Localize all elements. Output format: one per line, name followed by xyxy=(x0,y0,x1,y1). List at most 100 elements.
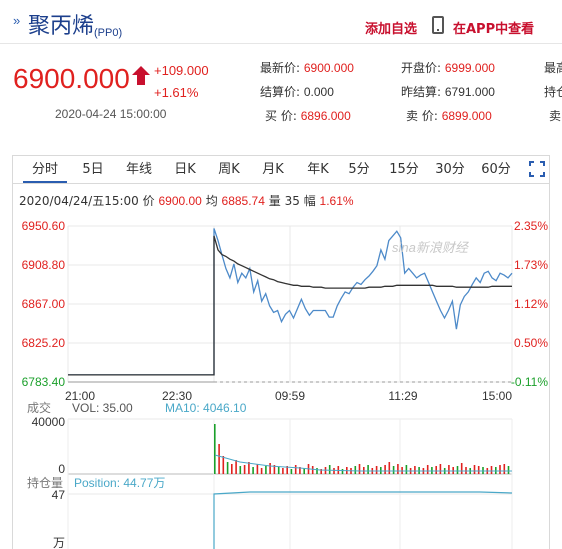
volume-bar xyxy=(265,466,267,474)
volume-bar xyxy=(358,464,361,474)
volume-bar xyxy=(231,464,233,474)
info-price: 6900.00 xyxy=(158,194,202,208)
volume-bar xyxy=(477,466,480,474)
field-value: 6791.000 xyxy=(444,85,495,99)
chart-grid xyxy=(67,225,513,549)
volume-ma-text: MA10: 4046.10 xyxy=(165,401,247,415)
instrument-code: (PP0) xyxy=(94,27,123,39)
info-avg: 6885.74 xyxy=(221,194,265,208)
x-tick-label: 15:00 xyxy=(482,389,512,403)
field-bid: 买 价: 6896.000 xyxy=(265,107,351,124)
volume-vol-text: VOL: 35.00 xyxy=(72,401,133,415)
info-date: 2020/04/24/五15:00 xyxy=(19,194,139,208)
field-value: 6999.000 xyxy=(444,61,495,75)
period-tabs: 分时 5日 年线 日K 周K 月K 年K 5分 15分 30分 60分 xyxy=(12,155,550,183)
y-tick-label-pct: 1.12% xyxy=(514,297,548,311)
add-watchlist-link[interactable]: 添加自选 xyxy=(365,22,418,37)
volume-bar xyxy=(414,466,416,474)
tab-yearly-k[interactable]: 年K xyxy=(307,162,329,177)
volume-bar xyxy=(218,444,220,474)
field-label: 卖 价: xyxy=(406,109,442,123)
position-text: Position: 44.77万 xyxy=(74,476,165,490)
volume-ma-line xyxy=(214,454,512,472)
y-tick-label: 6825.20 xyxy=(22,336,66,350)
tab-monthly-k[interactable]: 月K xyxy=(262,162,284,177)
field-label: 开盘价: xyxy=(401,61,445,75)
tab-daily-k[interactable]: 日K xyxy=(174,162,196,177)
volume-bar xyxy=(341,469,344,474)
field-high: 最高 xyxy=(544,59,562,76)
volume-bar xyxy=(248,462,250,474)
volume-bar xyxy=(426,465,429,474)
y-tick-label: 6783.40 xyxy=(22,375,66,389)
field-label: 昨结算: xyxy=(401,85,445,99)
field-settlement: 结算价: 0.000 xyxy=(260,83,334,100)
volume-bar xyxy=(384,465,386,474)
quote-datetime: 2020-04-24 15:00:00 xyxy=(55,107,167,121)
field-open-price: 开盘价: 6999.000 xyxy=(401,59,495,76)
volume-bar xyxy=(392,466,395,474)
volume-bar xyxy=(282,468,284,474)
field-ask: 卖 价: 6899.000 xyxy=(406,107,492,124)
tab-30min[interactable]: 30分 xyxy=(435,162,465,177)
info-vol-label: 量 xyxy=(268,194,281,208)
tab-5min[interactable]: 5分 xyxy=(348,162,370,177)
volume-bar xyxy=(354,466,357,474)
tab-weekly-k[interactable]: 周K xyxy=(218,162,240,177)
chart-info-bar: 2020/04/24/五15:00 价 6900.00 均 6885.74 量 … xyxy=(19,192,354,209)
x-tick-label: 09:59 xyxy=(275,389,305,403)
field-label: 卖 xyxy=(549,109,562,123)
price-change: +109.000 xyxy=(154,63,209,78)
field-last-price: 最新价: 6900.000 xyxy=(260,59,354,76)
y-tick-label-pct: -0.11% xyxy=(511,375,548,389)
tab-5day[interactable]: 5日 xyxy=(82,162,104,177)
field-value: 6896.000 xyxy=(300,109,351,123)
last-price: 6900.000 xyxy=(13,63,130,94)
info-vol: 35 xyxy=(284,194,300,208)
volume-bar xyxy=(294,465,297,474)
x-tick-label: 21:00 xyxy=(65,389,95,403)
volume-label: 成交 xyxy=(27,400,51,415)
field-label: 持仓 xyxy=(544,85,562,99)
y-tick-label-pct: 2.35% xyxy=(514,219,548,233)
volume-bar xyxy=(405,465,408,474)
position-tick-unit: 万 xyxy=(53,536,65,549)
tab-year-line[interactable]: 年线 xyxy=(125,162,152,177)
field-prev-settlement: 昨结算: 6791.000 xyxy=(401,83,495,100)
page-header: » 聚丙烯 (PP0) 添加自选 在APP中查看 xyxy=(0,0,562,44)
volume-tick-top: 40000 xyxy=(32,415,66,429)
volume-bar xyxy=(316,468,318,474)
tab-15min[interactable]: 15分 xyxy=(389,162,419,177)
volume-bar xyxy=(367,465,369,474)
volume-bar xyxy=(260,468,263,474)
volume-bar xyxy=(252,467,254,474)
volume-bar xyxy=(239,466,242,474)
field-label: 最高 xyxy=(544,61,562,75)
up-arrow-icon xyxy=(132,66,150,75)
volume-bar xyxy=(388,462,391,474)
volume-tick-zero: 0 xyxy=(58,462,65,476)
tab-intraday[interactable]: 分时 xyxy=(23,156,67,183)
volume-bar xyxy=(507,466,510,474)
tab-60min[interactable]: 60分 xyxy=(481,162,511,177)
volume-bar xyxy=(256,464,259,474)
field-label: 最新价: xyxy=(260,61,304,75)
open-in-app-link[interactable]: 在APP中查看 xyxy=(453,22,535,37)
volume-bar xyxy=(286,466,288,474)
info-avg-label: 均 xyxy=(205,194,218,208)
volume-bar xyxy=(235,460,237,474)
x-tick-label: 22:30 xyxy=(162,389,192,403)
fullscreen-icon[interactable] xyxy=(529,161,545,177)
volume-bar xyxy=(435,466,437,474)
chart-panel xyxy=(12,183,550,549)
y-tick-label-pct: 1.73% xyxy=(514,258,548,272)
y-tick-label: 6867.00 xyxy=(22,297,66,311)
average-line xyxy=(68,235,512,376)
field-value: 6899.000 xyxy=(441,109,492,123)
field-sell: 卖 xyxy=(549,107,561,124)
volume-bar xyxy=(269,463,271,474)
volume-bar xyxy=(375,466,378,474)
volume-bar xyxy=(226,462,229,474)
y-tick-label-pct: 0.50% xyxy=(514,336,548,350)
volume-bar xyxy=(290,469,293,474)
